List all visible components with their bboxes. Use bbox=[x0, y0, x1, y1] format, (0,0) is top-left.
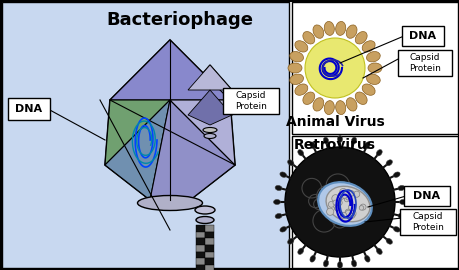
Ellipse shape bbox=[324, 101, 334, 114]
Circle shape bbox=[335, 205, 340, 211]
Text: Capsid
Protein: Capsid Protein bbox=[235, 91, 266, 111]
Circle shape bbox=[326, 208, 333, 215]
Ellipse shape bbox=[323, 137, 328, 144]
Circle shape bbox=[334, 195, 341, 203]
FancyBboxPatch shape bbox=[403, 186, 449, 206]
Ellipse shape bbox=[279, 227, 286, 232]
Ellipse shape bbox=[375, 248, 381, 254]
Ellipse shape bbox=[302, 92, 314, 104]
Polygon shape bbox=[110, 40, 230, 100]
Text: DNA: DNA bbox=[413, 191, 440, 201]
FancyBboxPatch shape bbox=[2, 2, 288, 268]
Circle shape bbox=[345, 210, 350, 216]
Ellipse shape bbox=[354, 32, 366, 44]
FancyBboxPatch shape bbox=[205, 232, 213, 238]
FancyBboxPatch shape bbox=[205, 252, 213, 258]
Ellipse shape bbox=[274, 185, 281, 191]
Ellipse shape bbox=[294, 84, 307, 95]
Ellipse shape bbox=[354, 92, 366, 104]
FancyBboxPatch shape bbox=[291, 136, 457, 268]
Circle shape bbox=[333, 205, 337, 209]
Ellipse shape bbox=[385, 160, 392, 166]
Ellipse shape bbox=[312, 98, 323, 111]
Circle shape bbox=[346, 212, 353, 220]
Ellipse shape bbox=[297, 248, 303, 254]
Polygon shape bbox=[105, 100, 170, 200]
Ellipse shape bbox=[297, 150, 303, 156]
Circle shape bbox=[347, 204, 354, 211]
Polygon shape bbox=[188, 90, 231, 125]
Ellipse shape bbox=[287, 160, 293, 166]
Circle shape bbox=[337, 192, 345, 199]
Ellipse shape bbox=[325, 186, 369, 222]
Ellipse shape bbox=[385, 238, 392, 244]
Polygon shape bbox=[105, 100, 170, 165]
Ellipse shape bbox=[335, 21, 345, 35]
Ellipse shape bbox=[392, 172, 399, 177]
Circle shape bbox=[340, 212, 346, 219]
Ellipse shape bbox=[324, 21, 334, 35]
FancyBboxPatch shape bbox=[291, 2, 457, 134]
Polygon shape bbox=[150, 100, 235, 200]
Ellipse shape bbox=[366, 74, 380, 85]
Circle shape bbox=[345, 196, 349, 200]
Ellipse shape bbox=[392, 227, 399, 232]
Ellipse shape bbox=[346, 25, 356, 38]
Circle shape bbox=[353, 191, 359, 197]
FancyBboxPatch shape bbox=[196, 245, 205, 252]
Ellipse shape bbox=[366, 52, 380, 62]
Circle shape bbox=[348, 191, 353, 196]
Text: Animal Virus: Animal Virus bbox=[285, 115, 384, 129]
Ellipse shape bbox=[337, 136, 342, 143]
FancyBboxPatch shape bbox=[196, 265, 205, 270]
FancyBboxPatch shape bbox=[196, 232, 205, 238]
FancyBboxPatch shape bbox=[8, 98, 50, 120]
Ellipse shape bbox=[137, 195, 202, 211]
Ellipse shape bbox=[294, 41, 307, 52]
Polygon shape bbox=[170, 100, 235, 165]
Circle shape bbox=[334, 206, 339, 211]
Circle shape bbox=[343, 197, 349, 202]
Ellipse shape bbox=[318, 182, 371, 226]
Ellipse shape bbox=[195, 206, 214, 214]
Circle shape bbox=[359, 204, 365, 210]
Polygon shape bbox=[188, 65, 231, 90]
Ellipse shape bbox=[397, 185, 404, 191]
Ellipse shape bbox=[361, 84, 374, 95]
Ellipse shape bbox=[279, 172, 286, 177]
Text: Retrovirus: Retrovirus bbox=[293, 138, 375, 152]
Text: Bacteriophage: Bacteriophage bbox=[106, 11, 253, 29]
Ellipse shape bbox=[312, 25, 323, 38]
Ellipse shape bbox=[364, 142, 369, 149]
Ellipse shape bbox=[273, 200, 280, 204]
Ellipse shape bbox=[323, 260, 328, 267]
Ellipse shape bbox=[364, 255, 369, 262]
FancyBboxPatch shape bbox=[196, 258, 205, 265]
Ellipse shape bbox=[289, 74, 303, 85]
Circle shape bbox=[304, 38, 364, 98]
Ellipse shape bbox=[346, 98, 356, 111]
Circle shape bbox=[358, 206, 363, 210]
Text: Capsid
Protein: Capsid Protein bbox=[411, 212, 443, 232]
Ellipse shape bbox=[309, 142, 315, 149]
Ellipse shape bbox=[287, 238, 293, 244]
FancyBboxPatch shape bbox=[205, 265, 213, 270]
Ellipse shape bbox=[309, 255, 315, 262]
Circle shape bbox=[339, 188, 346, 196]
FancyBboxPatch shape bbox=[399, 209, 455, 235]
FancyBboxPatch shape bbox=[205, 258, 213, 265]
Circle shape bbox=[336, 200, 341, 206]
Ellipse shape bbox=[351, 260, 356, 267]
FancyBboxPatch shape bbox=[196, 252, 205, 258]
Ellipse shape bbox=[337, 262, 342, 268]
Polygon shape bbox=[188, 65, 231, 125]
FancyBboxPatch shape bbox=[397, 50, 451, 76]
FancyBboxPatch shape bbox=[223, 88, 279, 114]
Circle shape bbox=[340, 190, 347, 198]
Ellipse shape bbox=[203, 133, 216, 139]
FancyBboxPatch shape bbox=[401, 26, 443, 46]
Ellipse shape bbox=[361, 41, 374, 52]
Ellipse shape bbox=[202, 127, 217, 133]
Circle shape bbox=[285, 147, 394, 257]
